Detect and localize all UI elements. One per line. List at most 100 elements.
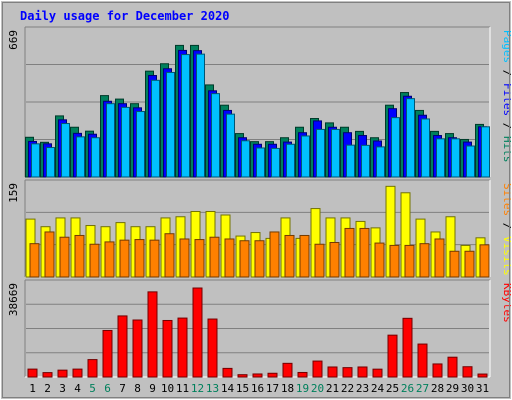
bar-pages-day-26 <box>406 98 415 178</box>
bar-kbytes-day-8 <box>132 319 143 378</box>
bar-sites-day-10 <box>164 233 175 278</box>
bar-sites-day-16 <box>254 240 265 278</box>
bar-sites-day-24 <box>374 242 385 278</box>
x-tick-label: 24 <box>371 382 385 395</box>
bar-sites-day-31 <box>479 244 490 278</box>
x-tick-label: 27 <box>416 382 429 395</box>
bar-pages-day-22 <box>346 144 355 178</box>
bar-pages-day-9 <box>151 79 160 178</box>
bar-kbytes-day-11 <box>177 317 188 378</box>
bar-sites-day-4 <box>74 234 85 278</box>
x-tick-label: 31 <box>476 382 489 395</box>
bar-sites-day-30 <box>464 250 475 278</box>
x-tick-label: 6 <box>104 382 111 395</box>
bar-kbytes-day-7 <box>117 315 128 378</box>
bar-pages-day-27 <box>421 118 430 178</box>
x-tick-label: 4 <box>74 382 81 395</box>
x-tick-label: 22 <box>341 382 354 395</box>
panel-middle: 159 Sites / Visits <box>7 179 512 278</box>
bar-pages-day-24 <box>376 146 385 178</box>
legend-item-visits: Visits <box>501 236 512 276</box>
x-tick-label: 15 <box>236 382 249 395</box>
bar-pages-day-20 <box>316 128 325 178</box>
bar-pages-day-3 <box>61 123 70 178</box>
x-tick-label: 12 <box>191 382 204 395</box>
bar-pages-day-4 <box>76 136 85 178</box>
bar-sites-day-21 <box>329 241 340 278</box>
bar-kbytes-day-17 <box>267 372 278 378</box>
legend-item-sites: Sites <box>501 183 512 216</box>
bar-pages-day-30 <box>466 145 475 178</box>
bar-kbytes-day-28 <box>432 363 443 378</box>
bar-kbytes-day-19 <box>297 371 308 378</box>
bar-kbytes-day-31 <box>477 373 488 378</box>
legend-bottom: KBytes <box>501 283 512 323</box>
bar-kbytes-day-5 <box>87 359 98 378</box>
bar-pages-day-14 <box>226 113 235 178</box>
y-max-label-bottom: 38669 <box>7 283 20 316</box>
x-tick-label: 7 <box>119 382 126 395</box>
bar-sites-day-5 <box>89 243 100 278</box>
bar-sites-day-6 <box>104 241 115 278</box>
bar-kbytes-day-15 <box>237 374 248 378</box>
bar-pages-day-12 <box>196 53 205 178</box>
bar-sites-day-1 <box>29 243 40 278</box>
bar-kbytes-day-18 <box>282 362 293 378</box>
x-tick-label: 30 <box>461 382 474 395</box>
bar-pages-day-18 <box>286 143 295 178</box>
bar-sites-day-26 <box>404 244 415 278</box>
bar-sites-day-2 <box>44 231 55 278</box>
panels-layer: 669 Pages / Files / Hits 159 Sites / Visits… <box>7 26 512 378</box>
bar-sites-day-22 <box>344 227 355 278</box>
bar-kbytes-day-6 <box>102 329 113 378</box>
bar-sites-day-13 <box>209 236 220 278</box>
legend-item-files: Files <box>501 83 512 116</box>
x-tick-label: 3 <box>59 382 66 395</box>
x-tick-label: 10 <box>161 382 174 395</box>
bar-pages-day-21 <box>331 128 340 178</box>
bar-pages-day-2 <box>46 147 55 178</box>
bar-kbytes-day-22 <box>342 367 353 378</box>
bar-kbytes-day-29 <box>447 356 458 378</box>
legend-item-hits: Hits <box>501 136 512 163</box>
bar-kbytes-day-3 <box>57 369 68 378</box>
bar-pages-day-11 <box>181 54 190 178</box>
bar-pages-day-10 <box>166 71 175 178</box>
bar-sites-day-18 <box>284 234 295 278</box>
x-tick-label: 20 <box>311 382 324 395</box>
x-tick-label: 14 <box>221 382 235 395</box>
bar-kbytes-day-30 <box>462 366 473 378</box>
bar-pages-day-7 <box>121 106 130 178</box>
legend-top: Pages / Files / Hits <box>501 30 512 163</box>
bar-sites-day-11 <box>179 238 190 278</box>
bar-sites-day-15 <box>239 240 250 278</box>
x-tick-label: 19 <box>296 382 309 395</box>
bar-kbytes-day-1 <box>27 368 38 378</box>
x-tick-label: 18 <box>281 382 294 395</box>
x-tick-label: 2 <box>44 382 51 395</box>
bar-sites-day-20 <box>314 243 325 278</box>
bar-sites-day-12 <box>194 239 205 278</box>
bar-kbytes-day-12 <box>192 287 203 378</box>
bar-kbytes-day-23 <box>357 366 368 378</box>
bar-sites-day-3 <box>59 236 70 278</box>
bar-kbytes-day-4 <box>72 368 83 378</box>
x-tick-label: 1 <box>29 382 36 395</box>
legend-separator: / <box>501 63 512 83</box>
bar-kbytes-day-24 <box>372 368 383 378</box>
legend-item-kbytes: KBytes <box>501 283 512 323</box>
bar-pages-day-29 <box>451 138 460 178</box>
panel-bottom: 38669 KBytes <box>7 279 512 378</box>
bar-sites-day-27 <box>419 243 430 278</box>
bar-kbytes-day-25 <box>387 334 398 378</box>
x-tick-label: 17 <box>266 382 279 395</box>
bar-pages-day-15 <box>241 140 250 178</box>
bar-sites-day-7 <box>119 239 130 278</box>
bar-kbytes-day-14 <box>222 367 233 378</box>
x-tick-label: 26 <box>401 382 414 395</box>
bar-sites-day-8 <box>134 239 145 278</box>
x-tick-label: 21 <box>326 382 339 395</box>
panel-top: 669 Pages / Files / Hits <box>7 26 512 178</box>
